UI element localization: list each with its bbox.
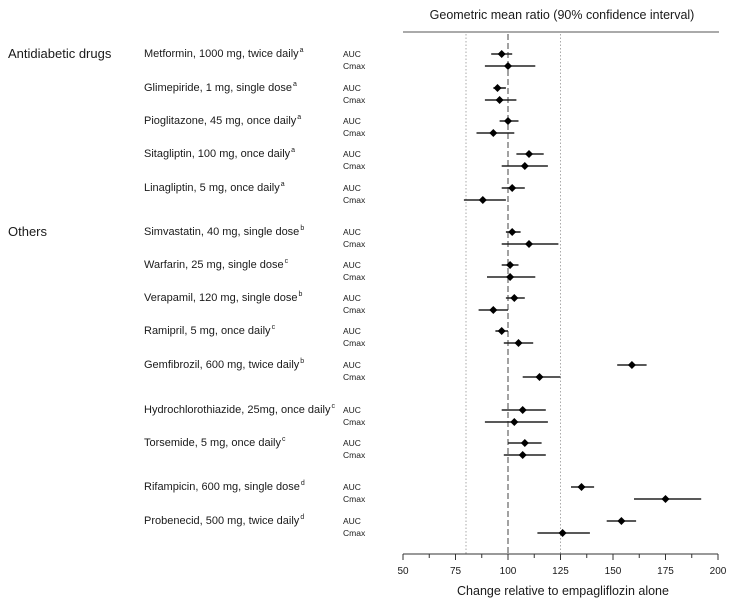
group-label: Others [8, 224, 48, 239]
metric-label-cmax: Cmax [343, 161, 366, 171]
gmr-point [493, 84, 502, 92]
footnote-marker: a [300, 47, 304, 54]
x-tick-label: 50 [397, 566, 409, 577]
drug-label: Pioglitazone, 45 mg, once dailya [144, 114, 301, 127]
metric-label-cmax: Cmax [343, 494, 366, 504]
metric-label-cmax: Cmax [343, 61, 366, 71]
metric-label-cmax: Cmax [343, 528, 366, 538]
x-tick-label: 100 [500, 566, 517, 577]
metric-label-auc: AUC [343, 516, 361, 526]
metric-label-auc: AUC [343, 438, 361, 448]
gmr-point [497, 50, 506, 58]
gmr-point [508, 228, 517, 236]
metric-label-cmax: Cmax [343, 417, 366, 427]
metric-label-auc: AUC [343, 49, 361, 59]
metric-label-auc: AUC [343, 116, 361, 126]
gmr-point [489, 129, 498, 137]
metric-label-cmax: Cmax [343, 450, 366, 460]
group-label: Antidiabetic drugs [8, 46, 112, 61]
gmr-point [489, 306, 498, 314]
x-tick-label: 175 [657, 566, 674, 577]
footnote-marker: b [298, 291, 302, 298]
footnote-marker: a [281, 181, 285, 188]
gmr-point [627, 361, 636, 369]
gmr-point [504, 62, 512, 70]
metric-label-auc: AUC [343, 482, 361, 492]
footnote-marker: b [300, 225, 304, 232]
footnote-marker: c [285, 258, 289, 265]
gmr-point [495, 96, 504, 104]
metric-label-cmax: Cmax [343, 128, 366, 138]
gmr-point [535, 373, 544, 381]
gmr-point [661, 495, 670, 503]
footnote-marker: a [293, 81, 297, 88]
x-tick-label: 125 [552, 566, 569, 577]
gmr-point [558, 529, 567, 537]
drug-label: Gemfibrozil, 600 mg, twice dailyb [144, 358, 304, 371]
gmr-point [504, 117, 512, 125]
drug-label: Glimepiride, 1 mg, single dosea [144, 81, 297, 94]
metric-label-auc: AUC [343, 83, 361, 93]
drug-label: Verapamil, 120 mg, single doseb [144, 291, 302, 304]
drug-label: Linagliptin, 5 mg, once dailya [144, 181, 285, 194]
gmr-point [525, 240, 533, 248]
gmr-point [506, 273, 515, 281]
footnote-marker: c [332, 403, 336, 410]
drug-label: Ramipril, 5 mg, once dailyc [144, 324, 276, 337]
metric-label-cmax: Cmax [343, 305, 366, 315]
gmr-point [478, 196, 487, 204]
metric-label-auc: AUC [343, 293, 361, 303]
metric-label-auc: AUC [343, 326, 361, 336]
gmr-point [518, 406, 527, 414]
drug-label: Rifampicin, 600 mg, single dosed [144, 480, 305, 493]
footnote-marker: d [301, 480, 305, 487]
gmr-point [510, 418, 519, 426]
footnote-marker: c [272, 324, 276, 331]
x-axis-title: Change relative to empagliflozin alone [457, 584, 669, 598]
gmr-point [520, 439, 529, 447]
drug-label: Warfarin, 25 mg, single dosec [144, 258, 289, 271]
metric-label-auc: AUC [343, 149, 361, 159]
footnote-marker: a [297, 114, 301, 121]
drug-label: Simvastatin, 40 mg, single doseb [144, 225, 304, 238]
footnote-marker: a [291, 147, 295, 154]
gmr-point [508, 184, 517, 192]
gmr-point [506, 261, 515, 269]
metric-label-cmax: Cmax [343, 239, 366, 249]
drug-label: Probenecid, 500 mg, twice dailyd [144, 514, 304, 527]
gmr-point [510, 294, 519, 302]
metric-label-cmax: Cmax [343, 338, 366, 348]
metric-label-cmax: Cmax [343, 372, 366, 382]
x-tick-label: 75 [450, 566, 462, 577]
gmr-point [520, 162, 529, 170]
drug-label: Metformin, 1000 mg, twice dailya [144, 47, 304, 60]
drug-label: Torsemide, 5 mg, once dailyc [144, 436, 286, 449]
footnote-marker: c [282, 436, 286, 443]
metric-label-auc: AUC [343, 227, 361, 237]
x-tick-label: 200 [710, 566, 727, 577]
footnote-marker: b [300, 358, 304, 365]
metric-label-cmax: Cmax [343, 195, 366, 205]
x-tick-label: 150 [605, 566, 622, 577]
metric-label-auc: AUC [343, 405, 361, 415]
footnote-marker: d [300, 514, 304, 521]
gmr-point [617, 517, 626, 525]
metric-label-auc: AUC [343, 260, 361, 270]
drug-label: Sitagliptin, 100 mg, once dailya [144, 147, 295, 160]
gmr-point [577, 483, 586, 491]
gmr-point [497, 327, 506, 335]
gmr-point [514, 339, 523, 347]
drug-label: Hydrochlorothiazide, 25mg, once dailyc [144, 403, 336, 416]
metric-label-cmax: Cmax [343, 95, 366, 105]
metric-label-auc: AUC [343, 360, 361, 370]
metric-label-auc: AUC [343, 183, 361, 193]
metric-label-cmax: Cmax [343, 272, 366, 282]
chart-title: Geometric mean ratio (90% confidence int… [430, 8, 695, 22]
gmr-point [518, 451, 527, 459]
gmr-point [525, 150, 533, 158]
